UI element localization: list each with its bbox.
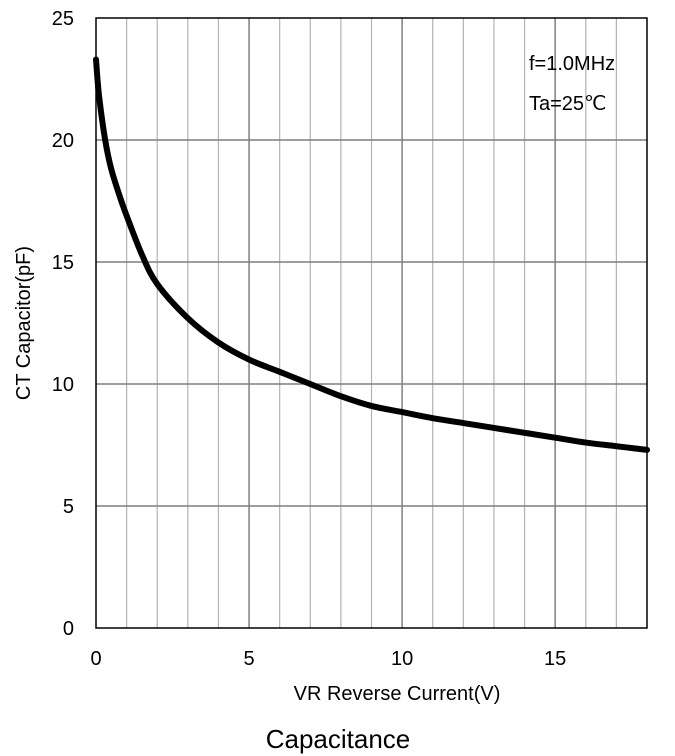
x-tick-label: 5 <box>243 648 254 670</box>
grid-major <box>96 18 647 628</box>
y-tick-label: 0 <box>63 618 74 640</box>
x-tick-label: 0 <box>90 648 101 670</box>
chart-caption: Capacitance <box>266 724 411 754</box>
x-tick-label: 10 <box>391 648 413 670</box>
annotation-frequency: f=1.0MHz <box>529 53 615 75</box>
plot-frame <box>95 17 648 629</box>
y-tick-label: 5 <box>63 496 74 518</box>
x-tick-labels: 0 5 10 15 <box>90 648 566 670</box>
y-tick-label: 15 <box>52 252 74 274</box>
grid-minor <box>126 18 617 628</box>
y-tick-label: 20 <box>52 130 74 152</box>
y-tick-label: 10 <box>52 374 74 396</box>
y-tick-label: 25 <box>52 8 74 30</box>
y-axis-label: CT Capacitor(pF) <box>13 246 35 400</box>
x-tick-label: 15 <box>544 648 566 670</box>
x-axis-label: VR Reverse Current(V) <box>294 683 501 705</box>
annotation-temperature: Ta=25℃ <box>529 93 607 115</box>
capacitance-curve <box>93 56 650 453</box>
y-tick-labels: 0 5 10 15 20 25 <box>52 8 74 640</box>
